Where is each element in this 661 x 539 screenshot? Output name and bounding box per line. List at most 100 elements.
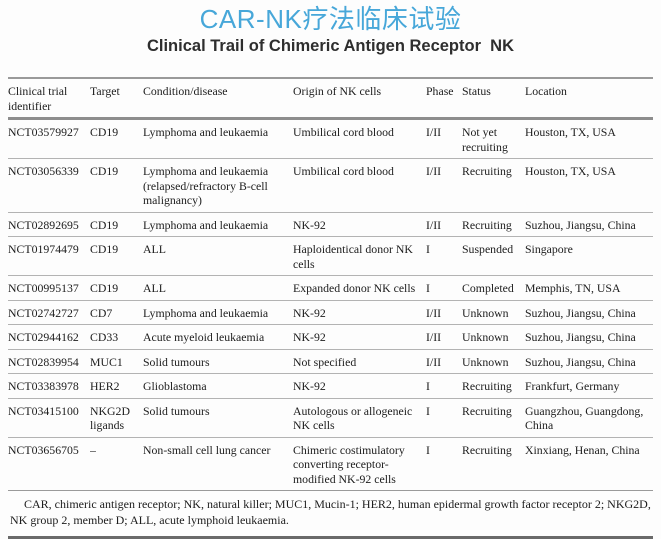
cell-status: Suspended [462, 242, 514, 256]
cell-target: CD19 [90, 217, 119, 232]
cell-condition: Non-small cell lung cancer [143, 442, 271, 457]
cell-location: Suzhou, Jiangsu, China [525, 330, 636, 344]
table-row: NCT02839954 MUC1 Solid tumours Not specifie… [8, 349, 653, 374]
cell-status: Completed [462, 281, 514, 295]
cell-origin: NK-92 [293, 330, 326, 344]
cell-location: Suzhou, Jiangsu, China [525, 217, 636, 232]
cell-status: Not yet recruiting [462, 125, 508, 154]
table-footnote: CAR, chimeric antigen receptor; NK, natu… [8, 491, 653, 539]
table-row: NCT03656705– Non-small cell lung cancer Ch… [8, 437, 653, 491]
column-header-location: Location [525, 84, 567, 98]
cell-condition: Lymphoma and leukaemia (relapsed/refract… [143, 164, 269, 207]
cell-identifier: NCT00995137 [8, 281, 79, 295]
cell-phase: I [426, 281, 430, 295]
cell-identifier: NCT01974479 [8, 242, 79, 256]
column-header-identifier: Clinical trial identifier [8, 84, 68, 113]
cell-location: Houston, TX, USA [525, 125, 616, 139]
cell-phase: I [426, 403, 430, 418]
cell-target: CD19 [90, 242, 119, 256]
cell-identifier: NCT02839954 [8, 354, 79, 369]
page-title-english: Clinical Trail of Chimeric Antigen Recep… [146, 37, 515, 55]
cell-condition: Solid tumours [143, 354, 210, 369]
cell-phase: I/II [426, 330, 442, 344]
cell-origin: Chimeric costimulatory converting recept… [293, 442, 405, 486]
cell-target: CD19 [90, 281, 119, 295]
cell-target: CD19 [90, 164, 119, 178]
table-row: NCT03579927 CD19 Lymphoma and leukaemia Umb… [8, 119, 653, 159]
column-header-condition: Condition/disease [143, 84, 228, 98]
cell-target: NKG2D ligands [90, 403, 130, 433]
page-title-chinese: CAR-NK疗法临床试验 [199, 4, 462, 34]
cell-status: Recruiting [462, 379, 512, 393]
cell-target: CD33 [90, 330, 119, 344]
cell-origin: Umbilical cord blood [293, 164, 394, 178]
cell-identifier: NCT03383978 [8, 379, 79, 393]
cell-origin: NK-92 [293, 217, 326, 232]
table-row: NCT01974479 CD19 ALL Haploidentical donor N… [8, 237, 653, 276]
cell-condition: ALL [143, 242, 166, 256]
table-row: NCT02944162 CD33 Acute myeloid leukaemia NK… [8, 325, 653, 349]
cell-origin: NK-92 [293, 379, 326, 393]
column-header-status: Status [462, 84, 491, 98]
table-row: NCT02892695 CD19 Lymphoma and leukaemia NK-… [8, 212, 653, 237]
table-row: NCT03415100 NKG2D ligands Solid tumours Aut… [8, 398, 653, 437]
table-body: NCT03579927 CD19 Lymphoma and leukaemia Umb… [8, 119, 653, 491]
cell-status: Unknown [462, 354, 509, 369]
cell-location: Xinxiang, Henan, China [525, 442, 640, 457]
cell-phase: I/II [426, 164, 442, 178]
cell-target: – [90, 442, 96, 457]
cell-identifier: NCT02742727 [8, 305, 79, 320]
cell-location: Houston, TX, USA [525, 164, 616, 178]
cell-status: Recruiting [462, 217, 512, 232]
cell-origin: Expanded donor NK cells [293, 281, 416, 295]
cell-identifier: NCT03656705 [8, 442, 79, 457]
table-header-row: Clinical trial identifier Target Condition… [8, 78, 653, 119]
column-header-origin: Origin of NK cells [293, 84, 382, 98]
cell-origin: Haploidentical donor NK cells [293, 242, 413, 271]
cell-target: CD7 [90, 305, 113, 320]
cell-phase: I [426, 379, 430, 393]
cell-condition: Solid tumours [143, 403, 210, 418]
cell-condition: Glioblastoma [143, 379, 207, 393]
column-header-phase: Phase [426, 84, 454, 98]
cell-target: MUC1 [90, 354, 123, 369]
cell-location: Suzhou, Jiangsu, China [525, 354, 636, 369]
table-row: NCT03056339 CD19 Lymphoma and leukaemia (r… [8, 159, 653, 212]
table-row: NCT02742727 CD7 Lymphoma and leukaemia NK-9… [8, 300, 653, 325]
cell-origin: Autologous or allogeneic NK cells [293, 403, 413, 433]
column-header-target: Target [90, 84, 120, 98]
cell-location: Suzhou, Jiangsu, China [525, 305, 636, 320]
cell-identifier: NCT03056339 [8, 164, 79, 178]
cell-status: Recruiting [462, 164, 512, 178]
cell-location: Memphis, TN, USA [525, 281, 621, 295]
cell-phase: I [426, 242, 430, 256]
page: CAR-NK疗法临床试验 Clinical Trail of Chimeric … [8, 4, 653, 539]
cell-status: Unknown [462, 305, 509, 320]
cell-phase: I/II [426, 217, 442, 232]
cell-phase: I [426, 442, 430, 457]
cell-identifier: NCT03415100 [8, 403, 79, 418]
cell-condition: Lymphoma and leukaemia [143, 305, 269, 320]
table-row: NCT03383978 HER2 Glioblastoma NK-92 I Recruit… [8, 374, 653, 398]
cell-phase: I/II [426, 125, 442, 139]
cell-condition: Lymphoma and leukaemia [143, 125, 269, 139]
cell-condition: ALL [143, 281, 166, 295]
cell-identifier: NCT02892695 [8, 217, 79, 232]
cell-condition: Lymphoma and leukaemia [143, 217, 269, 232]
clinical-trials-table: Clinical trial identifier Target Condition… [8, 77, 653, 491]
cell-location: Frankfurt, Germany [525, 379, 620, 393]
cell-condition: Acute myeloid leukaemia [143, 330, 265, 344]
cell-identifier: NCT02944162 [8, 330, 79, 344]
cell-status: Unknown [462, 330, 509, 344]
cell-phase: I/II [426, 305, 442, 320]
table-row: NCT00995137 CD19 ALL Expanded donor NK cell… [8, 276, 653, 300]
cell-origin: Umbilical cord blood [293, 125, 394, 139]
cell-identifier: NCT03579927 [8, 125, 79, 139]
cell-status: Recruiting [462, 403, 512, 418]
cell-target: HER2 [90, 379, 120, 393]
cell-location: Guangzhou, Guangdong, China [525, 403, 644, 433]
cell-target: CD19 [90, 125, 119, 139]
cell-status: Recruiting [462, 442, 512, 457]
cell-origin: NK-92 [293, 305, 326, 320]
cell-origin: Not specified [293, 354, 357, 369]
